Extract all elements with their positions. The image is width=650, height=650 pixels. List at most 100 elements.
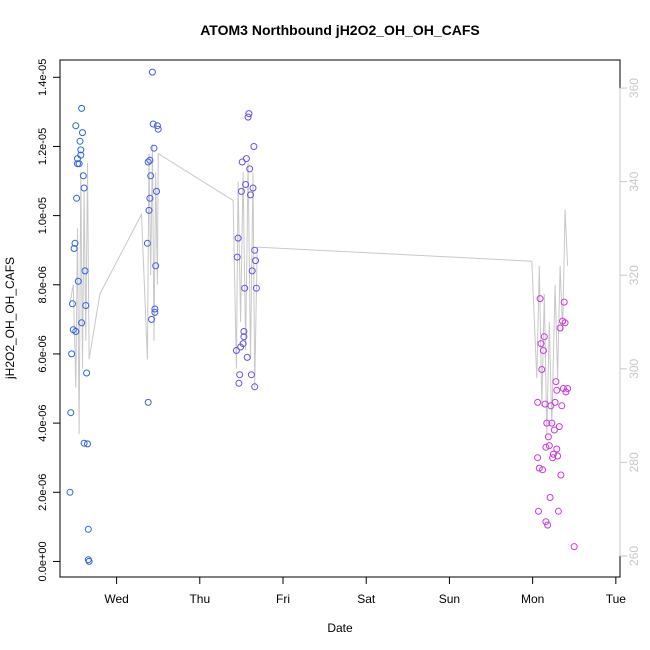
data-point xyxy=(68,350,76,358)
data-point xyxy=(534,454,542,462)
data-point xyxy=(557,471,565,479)
data-point xyxy=(543,419,551,427)
data-point xyxy=(78,319,86,327)
data-point xyxy=(550,426,558,434)
x-tick-label: Wed xyxy=(104,592,128,606)
data-point xyxy=(82,302,90,309)
data-point xyxy=(66,488,74,496)
data-point xyxy=(252,257,259,265)
data-point xyxy=(77,151,85,159)
data-point xyxy=(564,385,572,392)
data-point xyxy=(549,450,557,458)
data-point xyxy=(537,340,545,348)
data-point xyxy=(73,194,81,202)
data-point xyxy=(539,347,547,354)
data-point xyxy=(235,379,243,387)
data-point xyxy=(83,369,91,377)
plot-frame xyxy=(59,59,621,578)
data-point xyxy=(535,507,542,515)
data-point xyxy=(244,113,252,121)
chart-title: ATOM3 Northbound jH2O2_OH_OH_CAFS xyxy=(200,22,480,38)
data-point xyxy=(72,122,80,130)
y2-tick-label: 260 xyxy=(627,546,641,566)
data-point xyxy=(243,353,251,361)
data-point xyxy=(148,68,156,76)
data-point xyxy=(252,284,260,292)
data-point xyxy=(245,110,253,118)
data-point xyxy=(544,433,552,441)
data-point xyxy=(247,191,254,199)
data-point xyxy=(554,507,562,515)
data-point xyxy=(154,125,162,133)
data-point-layer xyxy=(66,68,578,565)
y-axis-label: jH2O2_OH_OH_CAFS xyxy=(3,257,17,380)
y-tick-label: 6.0e-06 xyxy=(37,335,49,372)
data-point xyxy=(554,452,562,460)
data-point xyxy=(144,398,152,406)
axis-layer: Wed Thu Fri Sat Sun Mon Tue 0.0e+00 2.0e-06 4.0e-… xyxy=(37,59,641,606)
data-point xyxy=(71,239,79,247)
data-point xyxy=(242,155,250,163)
data-point xyxy=(556,324,564,332)
data-point xyxy=(80,184,88,192)
data-point xyxy=(539,466,547,474)
data-point xyxy=(246,165,254,173)
data-point xyxy=(153,187,160,195)
data-point xyxy=(242,181,250,188)
data-point xyxy=(151,305,159,313)
data-point xyxy=(249,184,257,192)
data-point xyxy=(548,419,556,427)
y-tick-label: 4.0e-06 xyxy=(37,404,49,441)
data-point xyxy=(251,383,259,391)
data-point xyxy=(561,319,569,327)
data-point xyxy=(85,557,93,565)
data-point xyxy=(240,333,248,341)
data-point xyxy=(239,340,247,348)
data-point xyxy=(251,246,259,254)
data-point xyxy=(146,156,154,164)
data-point xyxy=(232,347,240,354)
data-point xyxy=(147,172,155,180)
secondary-trace-layer xyxy=(69,144,569,435)
y-tick-label: 2.0e-06 xyxy=(37,474,49,511)
x-tick-label: Sat xyxy=(357,592,376,606)
x-tick-label: Mon xyxy=(521,592,544,606)
x-tick-label: Thu xyxy=(189,592,210,606)
data-point xyxy=(547,402,555,410)
data-point xyxy=(552,378,560,386)
data-point xyxy=(562,388,570,396)
data-point xyxy=(151,308,159,316)
data-point xyxy=(76,137,84,145)
data-point xyxy=(233,253,241,261)
data-point xyxy=(84,525,92,533)
data-point xyxy=(234,234,242,242)
data-point xyxy=(69,300,76,308)
data-point xyxy=(544,521,552,529)
data-point xyxy=(153,122,161,130)
data-point xyxy=(558,402,566,410)
data-point xyxy=(67,409,75,417)
data-point xyxy=(551,398,559,406)
data-point xyxy=(79,172,87,180)
y-tick-label: 0.0e+00 xyxy=(37,541,49,581)
data-point xyxy=(534,398,542,406)
data-point xyxy=(146,194,154,202)
data-point xyxy=(150,144,158,152)
data-point xyxy=(536,295,544,303)
data-point xyxy=(143,239,151,247)
data-point xyxy=(240,328,248,335)
secondary-trace-line xyxy=(69,144,569,435)
data-point xyxy=(236,371,244,379)
data-point xyxy=(72,328,80,335)
data-point xyxy=(546,494,554,501)
data-point xyxy=(145,206,153,214)
data-point xyxy=(70,245,78,252)
data-point xyxy=(84,440,91,448)
data-point xyxy=(553,445,561,453)
y2-tick-label: 320 xyxy=(627,265,641,285)
data-point xyxy=(542,518,550,526)
data-point xyxy=(553,386,561,394)
data-point xyxy=(79,129,86,137)
data-point xyxy=(77,146,85,154)
